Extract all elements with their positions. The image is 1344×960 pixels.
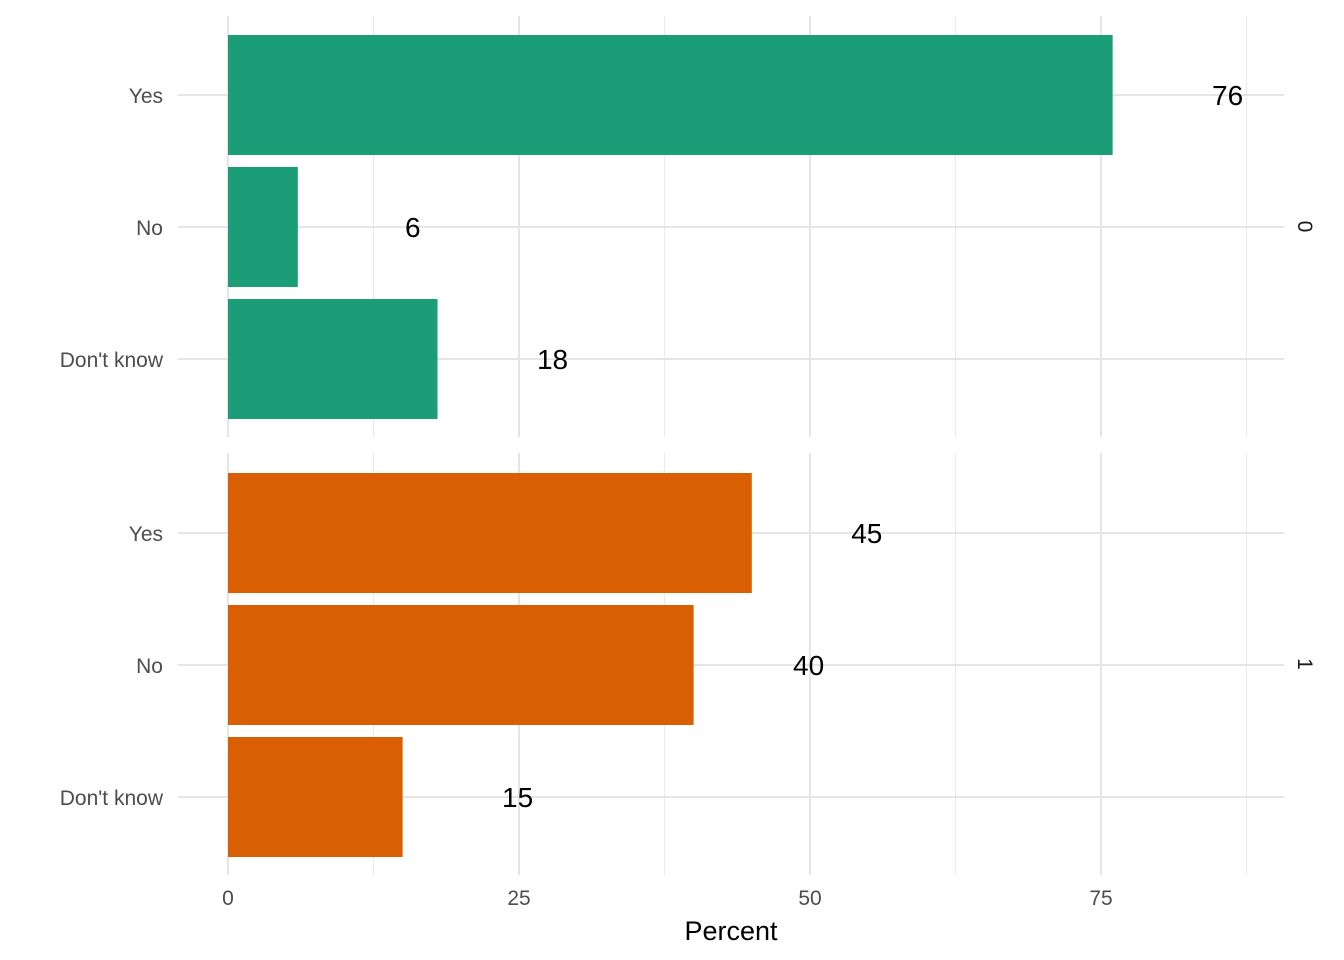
bar-1-0 xyxy=(228,473,752,593)
panel-0: 76 Yes 6 No 18 Don't know 0 xyxy=(60,16,1316,437)
x-axis-title: Percent xyxy=(684,916,778,946)
x-tick-label: 0 xyxy=(222,887,234,910)
category-label: No xyxy=(136,655,163,678)
bar-0-2 xyxy=(228,299,438,419)
bar-1-2 xyxy=(228,737,403,857)
chart-panels: 76 Yes 6 No 18 Don't know 0 45 Yes 40 No 15 Don't kn… xyxy=(60,16,1316,875)
value-label: 6 xyxy=(405,212,421,243)
bar-1-1 xyxy=(228,605,694,725)
value-label: 40 xyxy=(793,650,824,681)
category-label: Yes xyxy=(129,523,163,546)
value-label: 76 xyxy=(1212,80,1243,111)
facet-strip-label: 1 xyxy=(1293,658,1316,670)
bar-0-1 xyxy=(228,167,298,287)
x-tick-label: 75 xyxy=(1089,887,1112,910)
panel-1: 45 Yes 40 No 15 Don't know 1 xyxy=(60,453,1316,875)
value-label: 15 xyxy=(502,782,533,813)
bar-0-0 xyxy=(228,35,1113,155)
facet-strip-label: 0 xyxy=(1293,221,1316,233)
category-label: Yes xyxy=(129,85,163,108)
x-tick-label: 25 xyxy=(507,887,530,910)
x-tick-label: 50 xyxy=(798,887,821,910)
category-label: No xyxy=(136,217,163,240)
x-axis-ticks: 0 25 50 75 xyxy=(222,887,1113,910)
category-label: Don't know xyxy=(60,787,164,810)
value-label: 18 xyxy=(537,344,568,375)
value-label: 45 xyxy=(851,518,882,549)
category-label: Don't know xyxy=(60,349,164,372)
